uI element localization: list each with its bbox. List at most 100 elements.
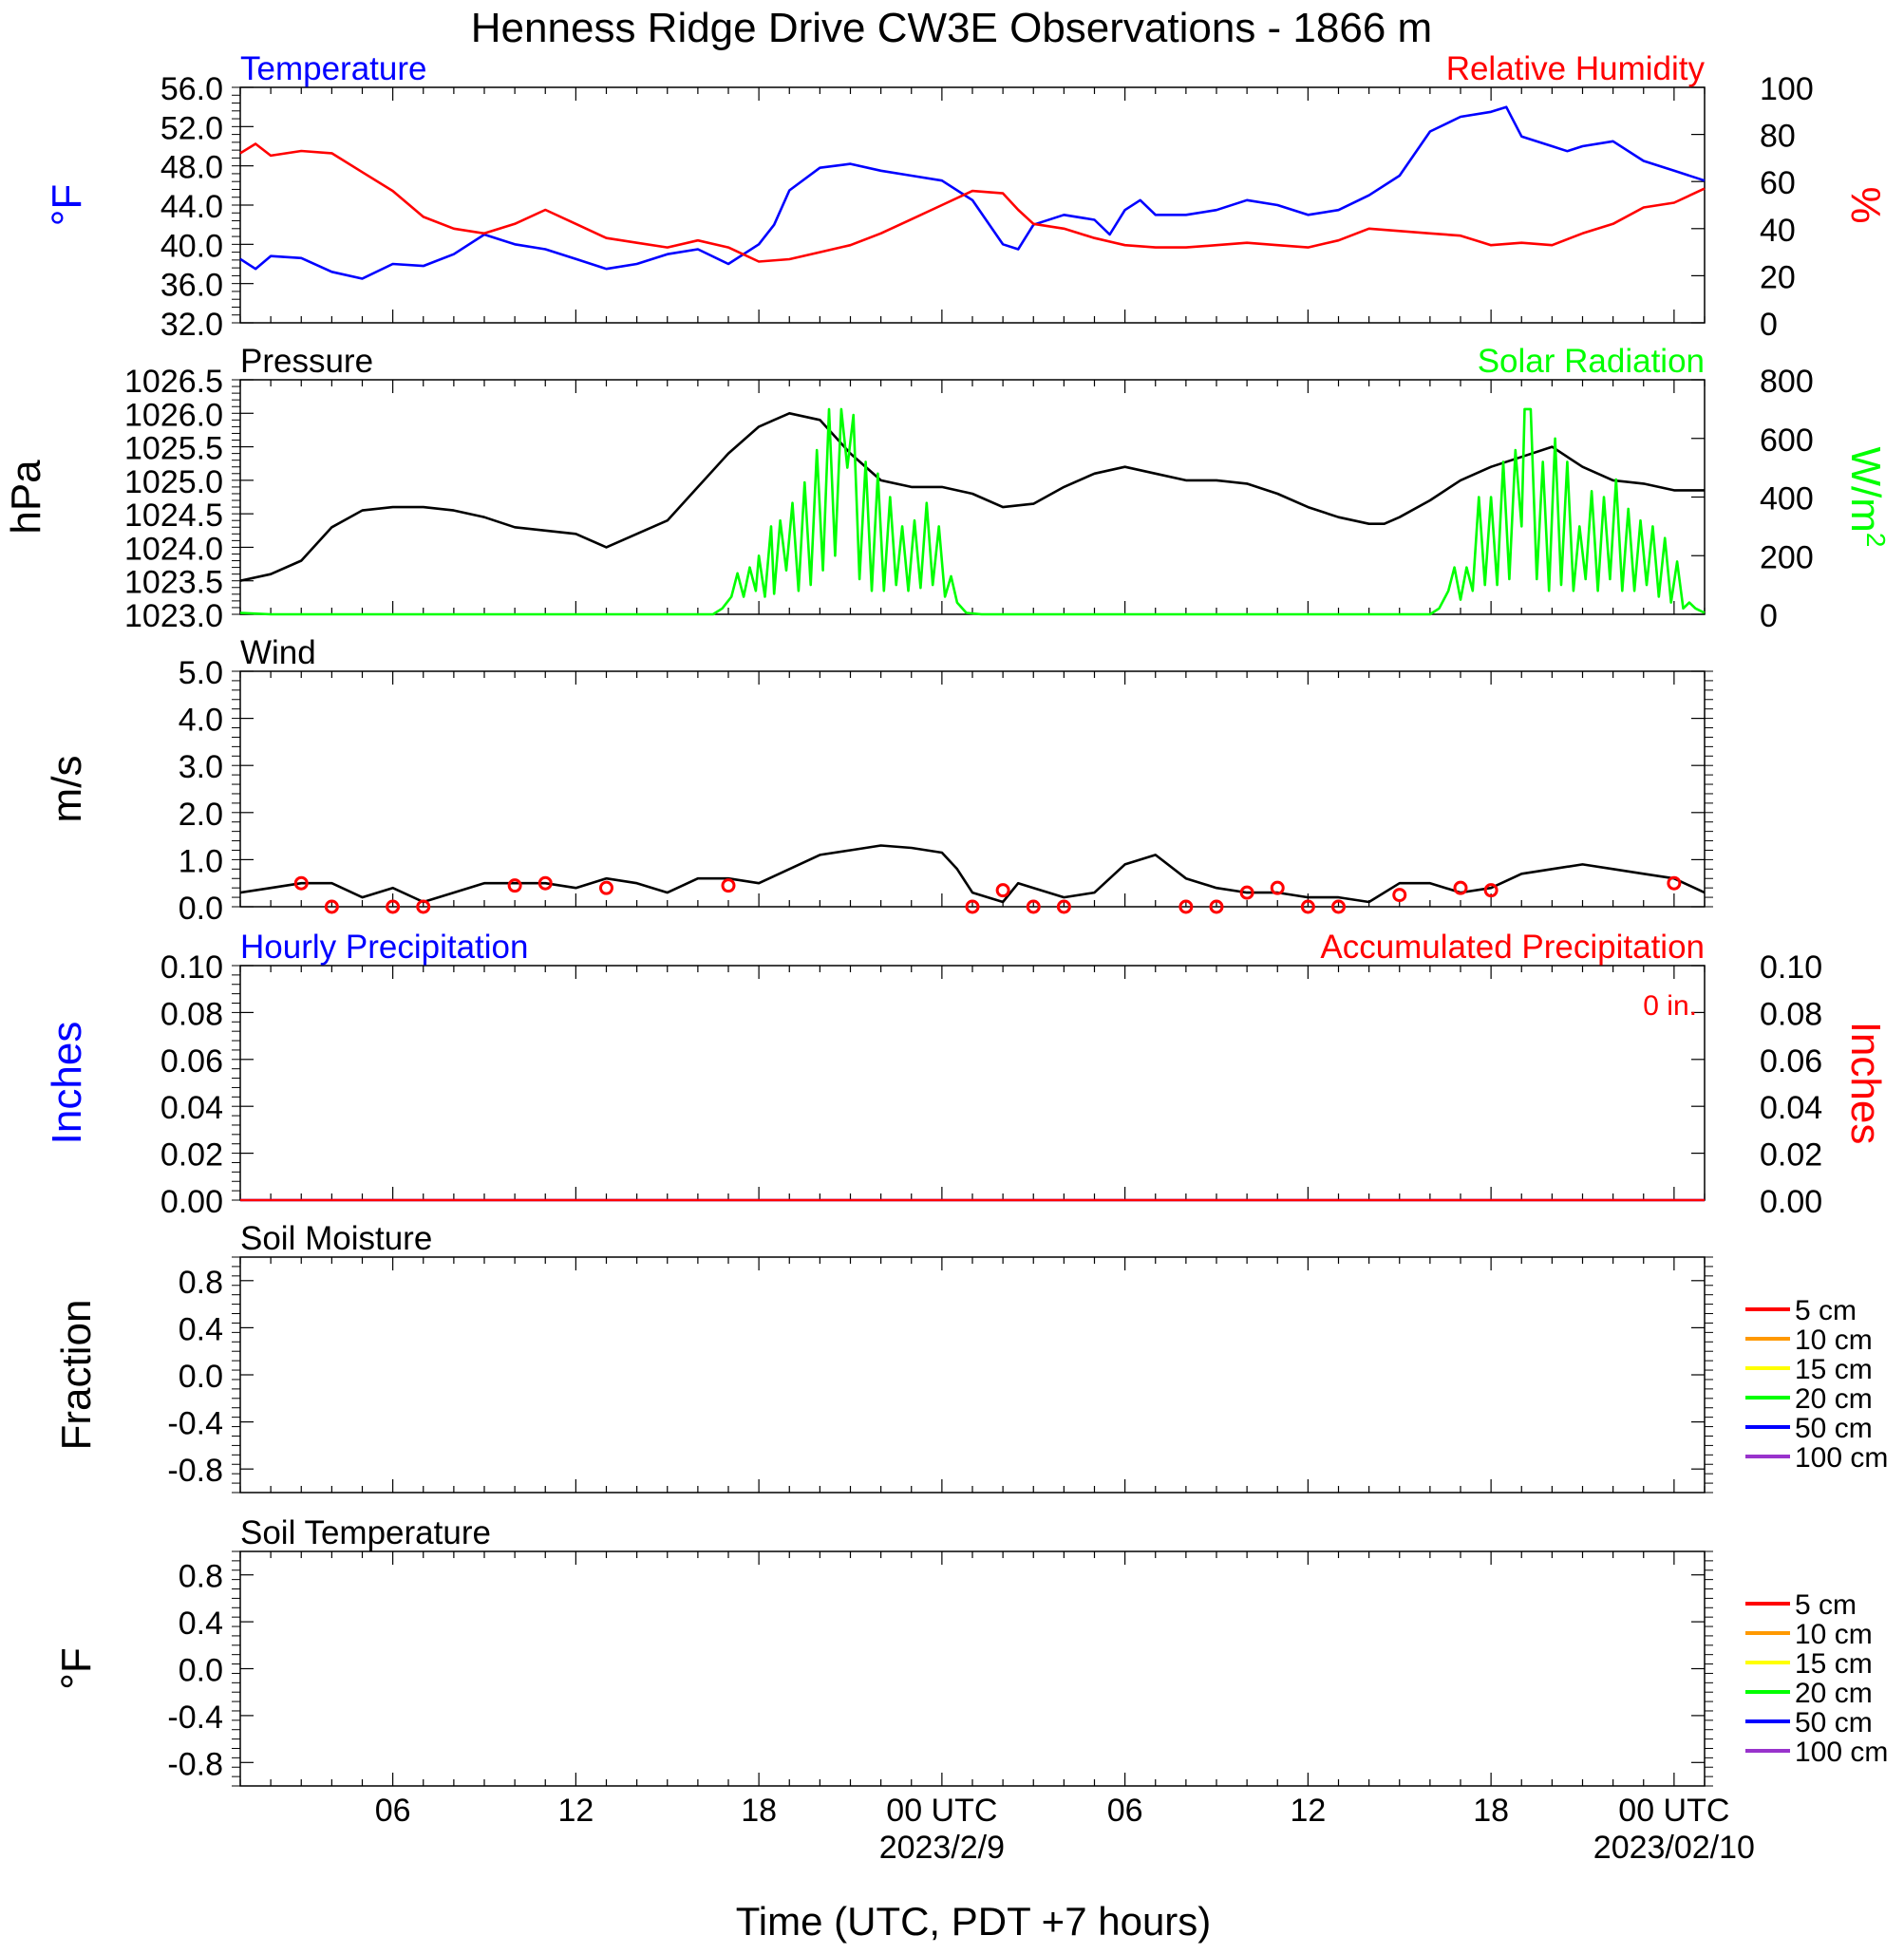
- y-tick-label-right: 400: [1760, 481, 1814, 517]
- panel-frame: [239, 965, 1706, 1201]
- y-tick-label-right: 600: [1760, 423, 1814, 459]
- y-tick-label-left: 0.02: [160, 1137, 223, 1174]
- wind-station-marker: [416, 899, 431, 914]
- accumulated-total-label: 0 in.: [1643, 990, 1697, 1022]
- y-tick-label-left: 0.4: [179, 1606, 223, 1642]
- y-tick-label-left: 1023.0: [124, 598, 223, 634]
- y-tick-label-right: 20: [1760, 259, 1796, 295]
- wind-station-marker: [1239, 885, 1254, 900]
- y-tick-label-left: 40.0: [160, 228, 223, 264]
- wind-station-marker: [599, 880, 613, 895]
- y-tick-label-left: 0.06: [160, 1043, 223, 1080]
- wind-station-marker: [1667, 875, 1682, 891]
- y-tick-label-right: 200: [1760, 539, 1814, 575]
- panel-title-right: Solar Radiation: [1478, 343, 1705, 380]
- y-tick-label-left: 1026.0: [124, 397, 223, 433]
- y-tick-label-left: 0.8: [179, 1265, 223, 1301]
- wind-station-marker: [995, 883, 1010, 898]
- x-axis-label: Time (UTC, PDT +7 hours): [736, 1899, 1212, 1944]
- wind-station-marker: [1209, 899, 1224, 914]
- y-tick-label-left: 0.10: [160, 949, 223, 986]
- x-tick-label: 00 UTC: [886, 1793, 997, 1829]
- wind-station-marker: [1331, 899, 1346, 914]
- x-tick-label: 12: [557, 1793, 594, 1829]
- y-tick-label-right: 0.06: [1760, 1043, 1822, 1080]
- x-tick-label: 12: [1290, 1793, 1326, 1829]
- wind-station-marker: [721, 878, 736, 893]
- y-axis-label-right: Inches: [1842, 1022, 1889, 1145]
- y-tick-label-left: 0.4: [179, 1311, 223, 1347]
- panel-title-left: Hourly Precipitation: [240, 929, 528, 966]
- legend-label: 5 cm: [1795, 1589, 1857, 1621]
- y-tick-label-left: 1.0: [179, 843, 223, 879]
- y-tick-label-left: 0.0: [179, 891, 223, 927]
- y-tick-label-left: 48.0: [160, 150, 223, 186]
- panel-title-left: Temperature: [240, 50, 426, 87]
- panel-title-right: Accumulated Precipitation: [1320, 929, 1705, 966]
- panel-frame: [239, 670, 1706, 908]
- date-label: 2023/02/10: [1593, 1830, 1755, 1866]
- panel-title-left: Soil Moisture: [240, 1220, 432, 1257]
- y-tick-label-left: 5.0: [179, 655, 223, 691]
- legend-label: 5 cm: [1795, 1295, 1857, 1326]
- x-tick-label: 18: [1473, 1793, 1509, 1829]
- legend-label: 100 cm: [1795, 1737, 1888, 1768]
- y-tick-label-left: -0.4: [167, 1406, 223, 1442]
- y-axis-label-left: Inches: [44, 1022, 90, 1145]
- wind-station-marker: [1178, 899, 1194, 914]
- y-tick-label-right: 40: [1760, 213, 1796, 249]
- y-tick-label-left: 44.0: [160, 189, 223, 225]
- y-axis-label-right: W/m2: [1842, 447, 1891, 548]
- y-tick-label-right: 80: [1760, 119, 1796, 155]
- y-tick-label-right: 0.10: [1760, 949, 1822, 986]
- panel-wind: 0.0 1.0 2.0 3.0 4.0 5.0 Wind m/s: [44, 634, 1713, 927]
- x-tick-label: 06: [375, 1793, 411, 1829]
- y-axis-label-left: Fraction: [53, 1300, 100, 1451]
- y-tick-label-left: 0.8: [179, 1559, 223, 1595]
- y-tick-label-left: 0.0: [179, 1359, 223, 1395]
- x-tick-label: 18: [741, 1793, 777, 1829]
- series-line-solar-radiation: [239, 407, 1706, 616]
- wind-station-marker: [1453, 880, 1468, 895]
- panel-soil-moisture: -0.8 -0.4 0.0 0.4 0.8 Soil Moisture Fraction 5 …: [53, 1220, 1888, 1494]
- y-tick-label-left: 36.0: [160, 268, 223, 304]
- panel-temperature-humidity: 32.036.0 40.044.048.0 52.056.0 0 20 40 60 80 100…: [44, 50, 1889, 343]
- legend-label: 50 cm: [1795, 1413, 1873, 1444]
- y-axis-label-left: hPa: [3, 460, 49, 535]
- y-axis-label-left: °F: [44, 184, 90, 226]
- panel-frame: [239, 1550, 1706, 1787]
- y-tick-label-left: 2.0: [179, 797, 223, 833]
- legend-label: 50 cm: [1795, 1707, 1873, 1738]
- y-tick-label-right: 0.04: [1760, 1090, 1822, 1126]
- y-tick-label-left: -0.4: [167, 1700, 223, 1736]
- wind-station-marker: [1300, 899, 1315, 914]
- legend-label: 10 cm: [1795, 1325, 1873, 1356]
- wind-station-marker: [386, 899, 401, 914]
- panel-title-right: Relative Humidity: [1446, 50, 1706, 87]
- panel-title-left: Soil Temperature: [240, 1514, 491, 1551]
- panel-pressure-solar: 1023.01023.51024.01024.51025.01025.51026…: [3, 343, 1891, 634]
- legend-label: 20 cm: [1795, 1383, 1873, 1415]
- y-tick-label-left: 4.0: [179, 703, 223, 739]
- wind-station-marker: [537, 875, 553, 891]
- wind-station-marker: [1056, 899, 1071, 914]
- legend-label: 10 cm: [1795, 1619, 1873, 1650]
- wind-station-marker: [293, 875, 309, 891]
- y-tick-label-right: 0: [1760, 307, 1778, 343]
- y-axis-label-left: °F: [53, 1647, 100, 1689]
- y-tick-label-left: -0.8: [167, 1453, 223, 1489]
- y-tick-label-right: 100: [1760, 71, 1814, 107]
- legend-label: 20 cm: [1795, 1678, 1873, 1709]
- y-tick-label-left: 3.0: [179, 749, 223, 785]
- panel-title-left: Pressure: [240, 343, 373, 380]
- panels: 32.036.0 40.044.048.0 52.056.0 0 20 40 60 80 100…: [3, 50, 1891, 1787]
- y-tick-label-left: 0.00: [160, 1184, 223, 1220]
- legend-label: 15 cm: [1795, 1648, 1873, 1680]
- y-axis-label-left: m/s: [44, 756, 90, 823]
- y-tick-label-left: 52.0: [160, 110, 223, 146]
- wind-station-marker: [507, 878, 522, 893]
- x-tick-label: 06: [1107, 1793, 1143, 1829]
